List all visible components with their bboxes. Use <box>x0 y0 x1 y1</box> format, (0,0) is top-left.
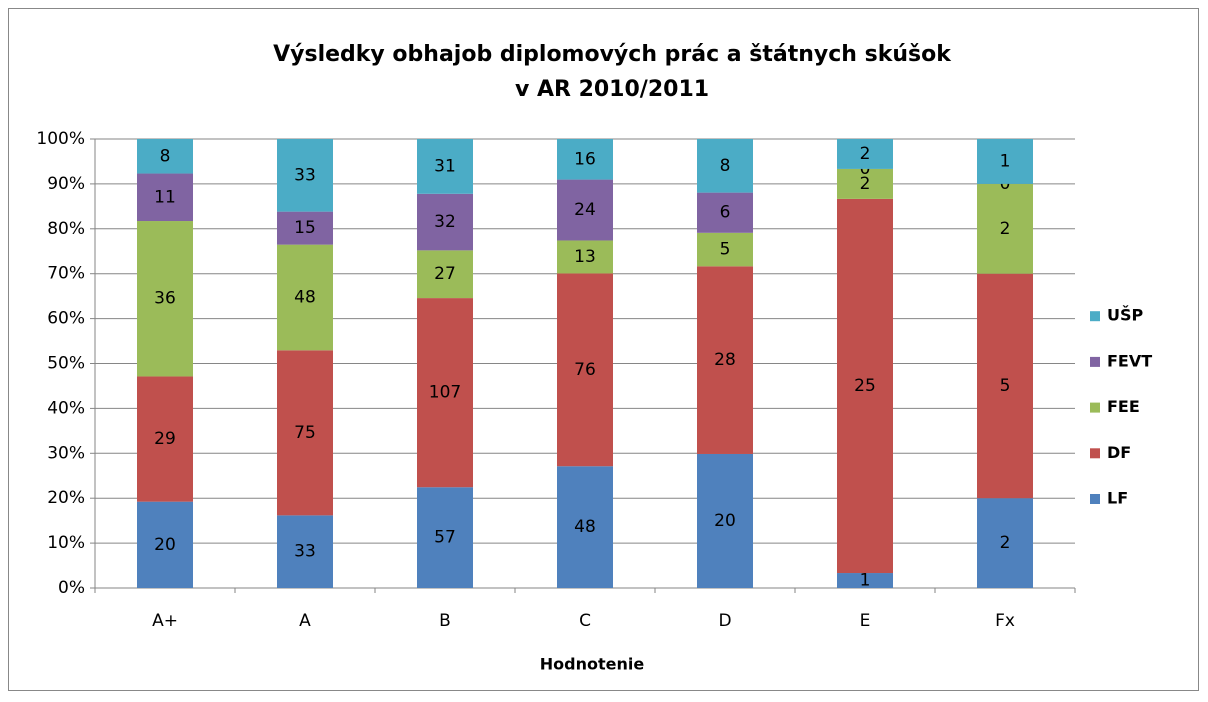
legend-swatch <box>1090 356 1100 367</box>
bar-segment <box>697 453 753 588</box>
data-label: 2 <box>860 144 871 164</box>
y-tick-label: 60% <box>47 309 85 329</box>
legend-swatch <box>1090 448 1100 459</box>
bar-segment <box>417 298 473 488</box>
y-tick-label: 100% <box>36 129 85 149</box>
bar-segment <box>417 139 473 194</box>
data-label: 1 <box>1000 151 1011 171</box>
bar-segment <box>837 198 893 574</box>
data-label: 48 <box>294 287 316 307</box>
bar-segment <box>697 266 753 454</box>
bar-segment <box>137 173 193 222</box>
bar-segment <box>557 466 613 588</box>
data-label: 27 <box>434 264 456 284</box>
bar-segment <box>137 221 193 377</box>
bar-segment <box>697 192 753 233</box>
data-label: 2 <box>1000 533 1011 553</box>
bar-segment <box>277 515 333 588</box>
bar-segment <box>557 179 613 241</box>
bar-segment <box>417 250 473 299</box>
bar-segment <box>277 211 333 245</box>
y-tick-label: 80% <box>47 219 85 239</box>
data-label: 32 <box>434 212 456 232</box>
data-label: 31 <box>434 156 456 176</box>
y-tick-label: 10% <box>47 533 85 553</box>
data-label: 2 <box>860 174 871 194</box>
x-tick-label: Fx <box>995 611 1015 631</box>
chart-title: Výsledky obhajob diplomových prác a štát… <box>273 42 952 67</box>
bar-segment <box>557 240 613 274</box>
data-label: 8 <box>160 146 171 166</box>
data-label: 8 <box>720 156 731 176</box>
bar-segment <box>697 232 753 267</box>
legend-label: UŠP <box>1107 306 1144 325</box>
legend-swatch <box>1090 402 1100 413</box>
x-axis-title: Hodnotenie <box>540 655 645 674</box>
x-tick-label: B <box>439 611 451 631</box>
bar-segment <box>277 139 333 212</box>
bar-segment <box>557 139 613 180</box>
data-label: 76 <box>574 360 596 380</box>
bar-segment <box>977 498 1033 588</box>
y-tick-label: 70% <box>47 264 85 284</box>
bar-segment <box>417 487 473 588</box>
chart-title: v AR 2010/2011 <box>515 77 709 102</box>
data-label: 28 <box>714 350 736 370</box>
y-tick-label: 20% <box>47 488 85 508</box>
legend-swatch <box>1090 311 1100 322</box>
x-tick-label: D <box>718 611 731 631</box>
data-label: 107 <box>429 383 461 403</box>
x-tick-label: A+ <box>152 611 178 631</box>
legend-label: LF <box>1107 489 1128 508</box>
data-label: 57 <box>434 528 456 548</box>
data-label: 48 <box>574 517 596 537</box>
bar-segment <box>417 193 473 251</box>
bar-segment <box>837 168 893 199</box>
legend-label: DF <box>1107 443 1131 462</box>
data-label: 5 <box>1000 376 1011 396</box>
bar-segment <box>137 376 193 502</box>
data-label: 33 <box>294 165 316 185</box>
legend-swatch <box>1090 494 1100 504</box>
y-tick-label: 90% <box>47 174 85 194</box>
data-label: 2 <box>1000 219 1011 239</box>
bar-segment <box>277 244 333 351</box>
data-label: 6 <box>720 203 731 223</box>
data-label: 75 <box>294 423 316 443</box>
data-label: 20 <box>714 511 736 531</box>
data-label: 16 <box>574 149 596 169</box>
data-label: 20 <box>154 535 176 555</box>
bar-segment <box>837 573 893 588</box>
bar-segment <box>697 139 753 193</box>
legend-label: FEVT <box>1107 351 1152 370</box>
data-label: 13 <box>574 247 596 267</box>
y-tick-label: 0% <box>58 578 85 598</box>
y-tick-label: 30% <box>47 443 85 463</box>
bar-segment <box>977 273 1033 499</box>
data-label: 11 <box>154 187 176 207</box>
data-label: 5 <box>720 240 731 260</box>
data-label: 1 <box>860 571 871 591</box>
bar-segment <box>137 501 193 588</box>
y-tick-label: 40% <box>47 398 85 418</box>
data-label: 29 <box>154 429 176 449</box>
data-label: 33 <box>294 542 316 562</box>
data-label: 25 <box>854 376 876 396</box>
bar-segment <box>277 350 333 516</box>
x-tick-label: C <box>579 611 591 631</box>
bar-segment <box>977 139 1033 184</box>
legend-label: FEE <box>1107 397 1140 416</box>
y-tick-label: 50% <box>47 354 85 374</box>
bar-segment <box>137 139 193 174</box>
bar-segment <box>837 139 893 169</box>
bar-segment <box>557 273 613 467</box>
data-label: 24 <box>574 200 596 220</box>
data-label: 15 <box>294 218 316 238</box>
x-tick-label: A <box>299 611 311 631</box>
x-tick-label: E <box>860 611 871 631</box>
data-label: 36 <box>154 289 176 309</box>
bar-segment <box>977 183 1033 274</box>
